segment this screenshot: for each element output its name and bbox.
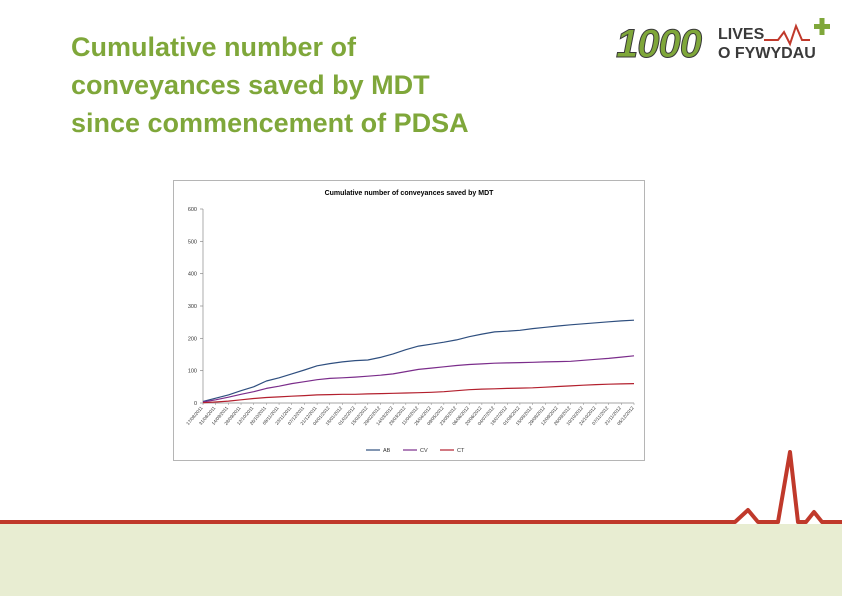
- logo-line-lives: LIVES: [718, 26, 765, 43]
- logo-1000-lives: 1000 LIVES O FYWYDAU: [614, 18, 830, 70]
- series-line-cv: [202, 355, 635, 403]
- legend-label-ct: CT: [457, 448, 465, 454]
- ecg-line: [0, 450, 842, 524]
- logo-number: 1000: [616, 22, 703, 67]
- slide-title: Cumulative number of conveyances saved b…: [71, 28, 591, 142]
- chart-title: Cumulative number of conveyances saved b…: [325, 190, 495, 197]
- title-line-2: conveyances saved by MDT: [71, 70, 430, 100]
- logo-line-fywydau: O FYWYDAU: [718, 45, 816, 62]
- series-line-ab: [202, 319, 635, 402]
- footer-band: [0, 524, 842, 596]
- y-tick-label: 0: [194, 401, 197, 407]
- y-tick-label: 600: [188, 207, 197, 213]
- line-chart: Cumulative number of conveyances saved b…: [185, 190, 635, 454]
- y-tick-label: 200: [188, 336, 197, 342]
- title-line-1: Cumulative number of: [71, 32, 357, 62]
- y-tick-label: 500: [188, 239, 197, 245]
- y-tick-label: 400: [188, 272, 197, 278]
- y-tick-label: 100: [188, 369, 197, 375]
- chart-frame: Cumulative number of conveyances saved b…: [173, 180, 645, 461]
- series-line-ct: [202, 383, 635, 404]
- legend-label-ab: AB: [383, 448, 391, 454]
- legend-label-cv: CV: [420, 448, 428, 454]
- y-tick-label: 300: [188, 304, 197, 310]
- title-line-3: since commencement of PDSA: [71, 108, 469, 138]
- pulse-plus-icon: [764, 18, 830, 47]
